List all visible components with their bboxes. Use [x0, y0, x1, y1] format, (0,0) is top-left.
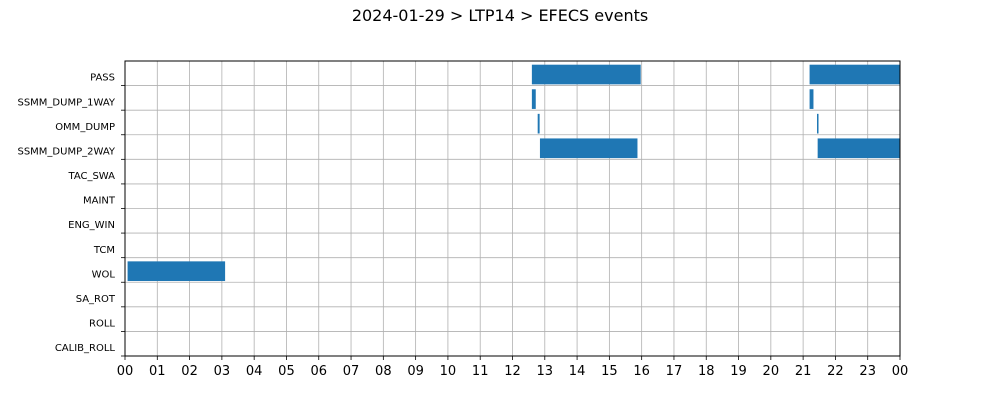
chart-title: 2024-01-29 > LTP14 > EFECS events: [351, 6, 649, 25]
x-tick-label: 00: [892, 364, 909, 379]
x-tick-label: 10: [440, 364, 457, 379]
y-tick-label: MAINT: [83, 196, 116, 207]
x-tick-label: 12: [504, 364, 521, 379]
event-bars: [127, 64, 900, 282]
y-axis: PASS SSMM_DUMP_1WAY OMM_DUMP SSMM_DUMP_2WAY…: [17, 73, 125, 357]
y-tick-label: CALIB_ROLL: [55, 343, 116, 354]
grid-y: [125, 85, 900, 332]
y-tick-label: SA_ROT: [76, 294, 116, 305]
x-tick-label: 16: [633, 364, 650, 379]
x-tick-label: 19: [730, 364, 747, 379]
y-tick-label: PASS: [90, 73, 115, 84]
x-tick-label: 14: [569, 364, 586, 379]
x-axis: 00 01 02 03 04 05 06 07 08 09 10 11 12 13 14 15 16 17 18 19…: [117, 356, 909, 379]
event-bar: [809, 64, 900, 85]
x-tick-label: 01: [149, 364, 166, 379]
event-bar: [531, 89, 536, 109]
y-tick-label: ENG_WIN: [68, 220, 115, 231]
event-bar: [531, 64, 641, 85]
x-tick-label: 05: [278, 364, 295, 379]
x-tick-label: 18: [698, 364, 715, 379]
x-tick-label: 08: [375, 364, 392, 379]
x-tick-label: 06: [310, 364, 327, 379]
y-tick-label: OMM_DUMP: [55, 122, 115, 133]
x-tick-label: 15: [601, 364, 618, 379]
event-bar: [539, 138, 638, 159]
x-tick-label: 07: [343, 364, 360, 379]
event-bar: [817, 113, 819, 134]
x-tick-label: 11: [472, 364, 489, 379]
y-tick-label: SSMM_DUMP_2WAY: [17, 146, 115, 157]
x-tick-label: 17: [666, 364, 683, 379]
y-tick-label: ROLL: [89, 319, 115, 330]
y-tick-label: WOL: [92, 269, 116, 280]
y-tick-label: TAC_SWA: [67, 171, 115, 182]
x-tick-label: 22: [827, 364, 844, 379]
event-bar: [817, 138, 900, 159]
x-tick-label: 23: [859, 364, 876, 379]
x-tick-label: 04: [246, 364, 263, 379]
x-tick-label: 03: [214, 364, 231, 379]
y-tick-label: SSMM_DUMP_1WAY: [17, 97, 115, 108]
x-tick-label: 09: [407, 364, 424, 379]
x-tick-label: 02: [181, 364, 198, 379]
event-bar: [537, 113, 540, 134]
event-bar: [809, 89, 814, 109]
x-tick-label: 20: [763, 364, 780, 379]
x-tick-label: 13: [537, 364, 554, 379]
x-tick-label: 00: [117, 364, 134, 379]
y-tick-label: TCM: [93, 245, 115, 256]
x-tick-label: 21: [795, 364, 812, 379]
event-bar: [127, 261, 226, 282]
